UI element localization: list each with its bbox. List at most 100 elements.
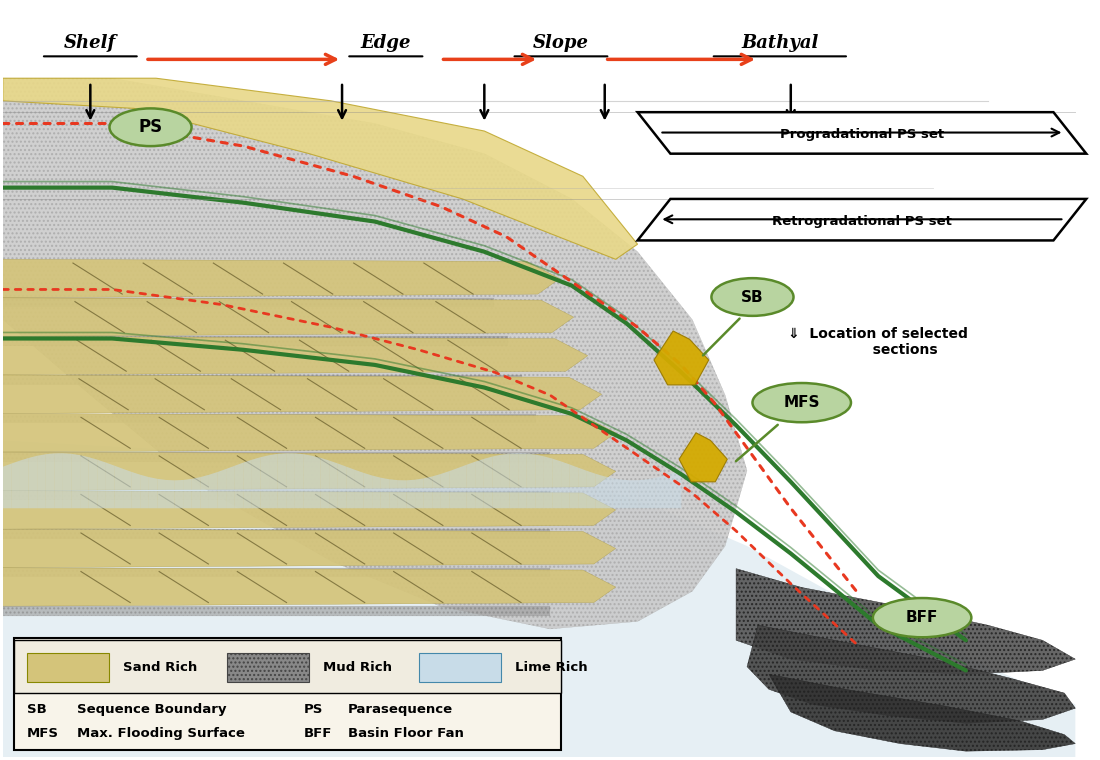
- Polygon shape: [3, 337, 587, 375]
- Text: Bathyal: Bathyal: [741, 33, 818, 52]
- Polygon shape: [3, 298, 574, 337]
- Polygon shape: [140, 475, 148, 508]
- Polygon shape: [363, 473, 372, 508]
- Text: Retrogradational PS set: Retrogradational PS set: [772, 215, 952, 228]
- FancyBboxPatch shape: [13, 640, 561, 693]
- Polygon shape: [679, 432, 727, 482]
- Polygon shape: [3, 413, 536, 423]
- Polygon shape: [209, 472, 218, 508]
- Polygon shape: [389, 480, 398, 508]
- Polygon shape: [123, 469, 132, 508]
- Polygon shape: [579, 467, 587, 508]
- FancyBboxPatch shape: [13, 638, 561, 749]
- Polygon shape: [3, 491, 616, 529]
- Polygon shape: [381, 478, 389, 508]
- Text: SB: SB: [26, 703, 46, 716]
- Polygon shape: [80, 455, 89, 508]
- Polygon shape: [3, 491, 550, 500]
- Text: Lime Rich: Lime Rich: [515, 661, 587, 674]
- Polygon shape: [46, 454, 54, 508]
- Polygon shape: [747, 625, 1076, 724]
- Polygon shape: [3, 464, 11, 508]
- Polygon shape: [3, 298, 494, 308]
- Polygon shape: [500, 454, 509, 508]
- Text: Slope: Slope: [532, 33, 588, 52]
- Polygon shape: [72, 454, 80, 508]
- Polygon shape: [346, 467, 355, 508]
- Polygon shape: [493, 454, 500, 508]
- Polygon shape: [20, 458, 29, 508]
- Text: Sand Rich: Sand Rich: [123, 661, 197, 674]
- Text: MFS: MFS: [26, 727, 59, 739]
- Text: Progradational PS set: Progradational PS set: [780, 128, 944, 141]
- Polygon shape: [97, 460, 106, 508]
- Polygon shape: [561, 461, 570, 508]
- Polygon shape: [234, 463, 243, 508]
- Polygon shape: [570, 464, 579, 508]
- Polygon shape: [295, 453, 304, 508]
- Polygon shape: [320, 458, 329, 508]
- Polygon shape: [664, 473, 673, 508]
- Ellipse shape: [873, 598, 971, 638]
- Polygon shape: [29, 456, 37, 508]
- Polygon shape: [415, 478, 424, 508]
- Text: Shelf: Shelf: [64, 33, 117, 52]
- Polygon shape: [3, 529, 616, 568]
- FancyBboxPatch shape: [26, 653, 109, 682]
- Polygon shape: [654, 331, 708, 385]
- Polygon shape: [656, 476, 664, 508]
- Polygon shape: [218, 469, 227, 508]
- Polygon shape: [3, 78, 747, 629]
- Polygon shape: [148, 477, 157, 508]
- Polygon shape: [509, 453, 518, 508]
- Ellipse shape: [110, 109, 191, 146]
- Polygon shape: [11, 461, 20, 508]
- Text: SB: SB: [741, 290, 763, 305]
- Polygon shape: [484, 457, 493, 508]
- Polygon shape: [3, 452, 550, 462]
- Polygon shape: [355, 470, 363, 508]
- Polygon shape: [3, 78, 638, 259]
- Polygon shape: [3, 440, 1076, 757]
- Polygon shape: [3, 529, 550, 539]
- Polygon shape: [466, 461, 475, 508]
- Polygon shape: [638, 112, 1087, 154]
- Text: BFF: BFF: [906, 610, 938, 625]
- Ellipse shape: [752, 383, 851, 423]
- Polygon shape: [552, 458, 561, 508]
- Polygon shape: [613, 478, 621, 508]
- FancyBboxPatch shape: [419, 653, 500, 682]
- Polygon shape: [157, 479, 166, 508]
- Polygon shape: [3, 568, 550, 578]
- Polygon shape: [424, 477, 432, 508]
- Polygon shape: [63, 453, 72, 508]
- Polygon shape: [595, 473, 604, 508]
- Polygon shape: [536, 454, 543, 508]
- Polygon shape: [543, 456, 552, 508]
- Polygon shape: [54, 453, 63, 508]
- Polygon shape: [673, 470, 681, 508]
- Polygon shape: [3, 375, 522, 385]
- Polygon shape: [89, 458, 97, 508]
- Polygon shape: [630, 480, 638, 508]
- Polygon shape: [132, 472, 140, 508]
- Polygon shape: [286, 453, 295, 508]
- Text: Max. Flooding Surface: Max. Flooding Surface: [77, 727, 245, 739]
- Polygon shape: [3, 452, 616, 491]
- Text: MFS: MFS: [783, 395, 820, 410]
- Polygon shape: [227, 466, 234, 508]
- Text: Basin Floor Fan: Basin Floor Fan: [348, 727, 463, 739]
- Polygon shape: [329, 461, 338, 508]
- Polygon shape: [475, 459, 484, 508]
- Polygon shape: [3, 259, 560, 298]
- Polygon shape: [458, 465, 466, 508]
- Polygon shape: [638, 480, 647, 508]
- FancyBboxPatch shape: [227, 653, 309, 682]
- Polygon shape: [736, 568, 1076, 674]
- Polygon shape: [200, 475, 209, 508]
- Polygon shape: [3, 413, 616, 452]
- Polygon shape: [3, 568, 616, 606]
- Polygon shape: [3, 375, 602, 413]
- Polygon shape: [270, 454, 277, 508]
- Text: ⇓  Location of selected
           sections: ⇓ Location of selected sections: [789, 328, 968, 357]
